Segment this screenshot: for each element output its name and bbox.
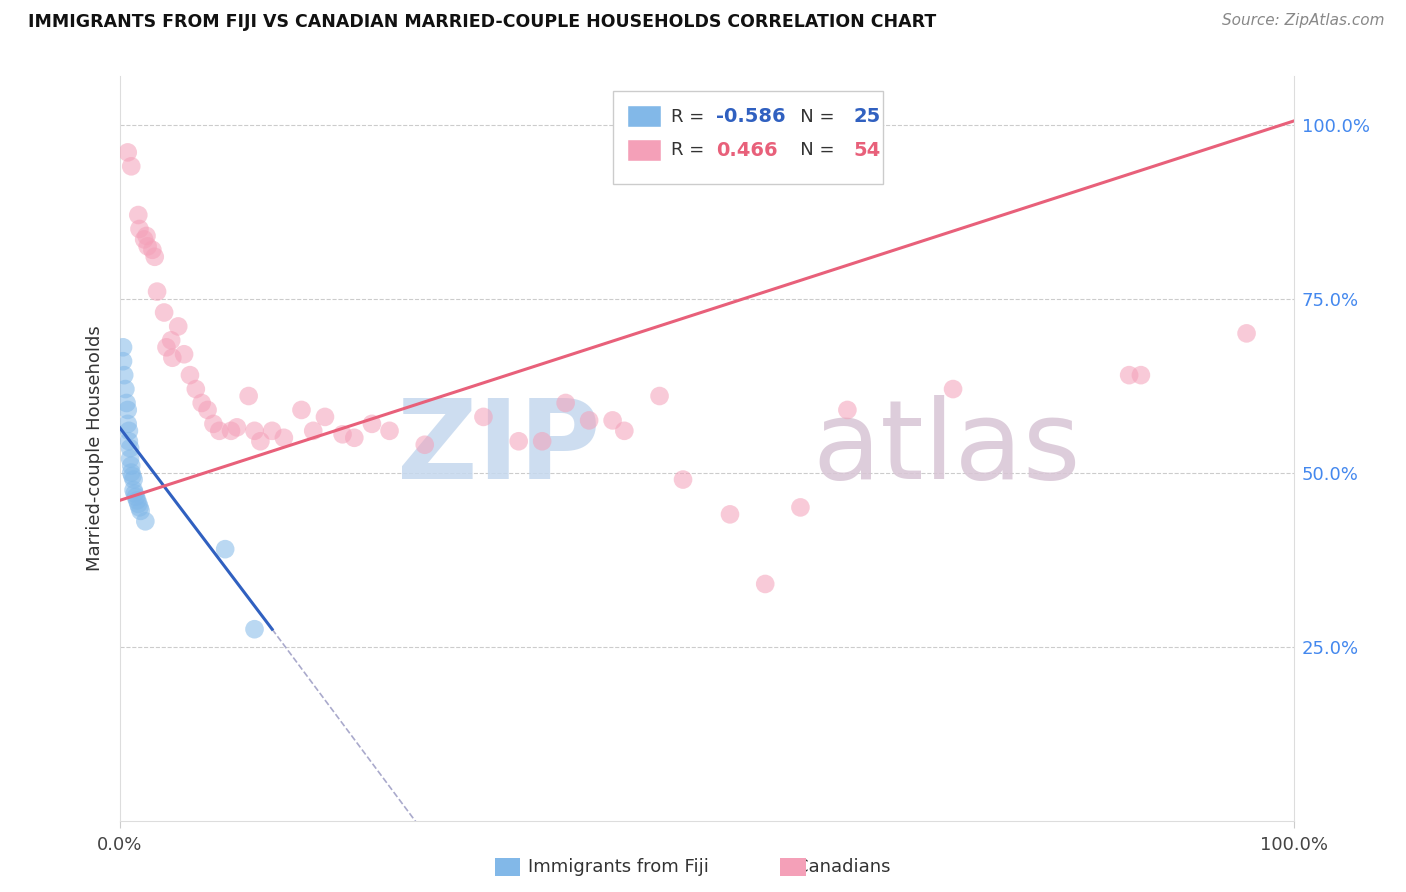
Point [1129, 368, 1152, 383]
Point [214, 542, 236, 557]
Point [115, 396, 138, 410]
Point [118, 434, 141, 449]
Point [578, 413, 600, 427]
FancyBboxPatch shape [628, 106, 661, 128]
Point [120, 466, 142, 480]
Text: R =: R = [671, 141, 716, 160]
Point [225, 420, 249, 434]
Point [128, 500, 150, 515]
Text: 25: 25 [853, 107, 880, 127]
Point [314, 409, 336, 424]
Point [184, 382, 207, 396]
Point [160, 334, 183, 348]
Point [754, 577, 776, 591]
Point [1236, 326, 1258, 341]
Point [162, 351, 184, 365]
Point [413, 438, 436, 452]
Point [120, 451, 142, 466]
Point [153, 305, 176, 319]
Point [672, 473, 695, 487]
Point [121, 469, 143, 483]
Text: 54: 54 [853, 141, 880, 160]
Point [789, 500, 811, 515]
Text: atlas: atlas [813, 395, 1081, 501]
Point [273, 431, 295, 445]
Text: R =: R = [671, 108, 710, 126]
Text: N =: N = [783, 141, 839, 160]
Text: Source: ZipAtlas.com: Source: ZipAtlas.com [1222, 13, 1385, 29]
Point [1118, 368, 1140, 383]
Point [112, 354, 135, 368]
Point [361, 417, 384, 431]
Text: IMMIGRANTS FROM FIJI VS CANADIAN MARRIED-COUPLE HOUSEHOLDS CORRELATION CHART: IMMIGRANTS FROM FIJI VS CANADIAN MARRIED… [28, 13, 936, 31]
Point [190, 396, 212, 410]
Point [141, 243, 163, 257]
Point [197, 403, 219, 417]
Text: Immigrants from Fiji: Immigrants from Fiji [529, 858, 709, 876]
Point [378, 424, 401, 438]
Point [155, 340, 177, 354]
Point [122, 483, 145, 497]
Point [554, 396, 576, 410]
Point [508, 434, 530, 449]
Point [127, 208, 149, 222]
Point [648, 389, 671, 403]
Point [302, 424, 325, 438]
Point [127, 493, 149, 508]
Text: N =: N = [783, 108, 839, 126]
Point [167, 319, 190, 334]
Point [243, 424, 266, 438]
Point [124, 486, 146, 500]
Point [118, 424, 141, 438]
Point [208, 424, 231, 438]
Point [120, 458, 142, 473]
Point [136, 239, 159, 253]
Point [173, 347, 195, 361]
Point [290, 403, 312, 417]
Point [120, 159, 142, 173]
Text: ZIP: ZIP [398, 395, 600, 501]
Point [122, 473, 145, 487]
Point [135, 228, 157, 243]
Point [531, 434, 554, 449]
Point [117, 417, 139, 431]
Point [942, 382, 965, 396]
Point [117, 403, 139, 417]
Point [128, 222, 150, 236]
Point [114, 382, 136, 396]
Point [837, 403, 859, 417]
Point [472, 409, 495, 424]
Point [112, 368, 135, 383]
Point [179, 368, 201, 383]
Y-axis label: Married-couple Households: Married-couple Households [86, 326, 104, 571]
Text: Canadians: Canadians [796, 858, 891, 876]
Point [134, 232, 156, 246]
Point [718, 508, 741, 522]
Point [243, 622, 266, 636]
Point [202, 417, 225, 431]
Point [129, 504, 152, 518]
Point [219, 424, 242, 438]
Point [332, 427, 354, 442]
Point [613, 424, 636, 438]
Text: -0.586: -0.586 [716, 107, 786, 127]
Point [120, 442, 142, 455]
Point [238, 389, 260, 403]
Point [127, 497, 149, 511]
Point [125, 490, 148, 504]
FancyBboxPatch shape [613, 91, 883, 184]
Point [134, 514, 156, 528]
Point [262, 424, 284, 438]
Point [343, 431, 366, 445]
Point [146, 285, 169, 299]
Point [143, 250, 166, 264]
Point [249, 434, 271, 449]
FancyBboxPatch shape [628, 140, 661, 161]
Point [117, 145, 139, 160]
Point [112, 340, 135, 354]
Text: 0.466: 0.466 [716, 141, 778, 160]
Point [602, 413, 624, 427]
